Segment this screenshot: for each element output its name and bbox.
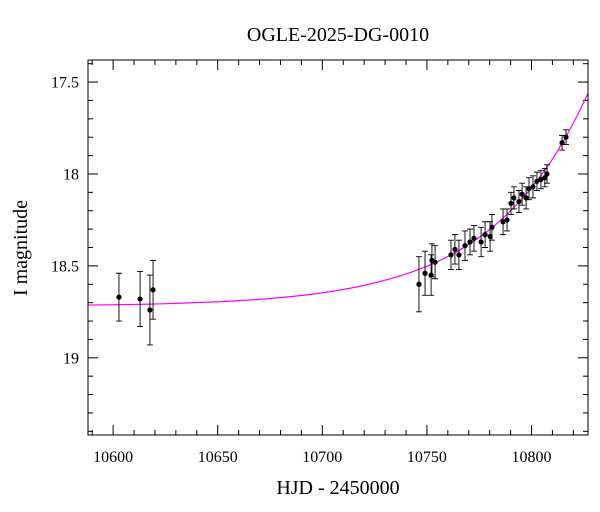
x-tick-label: 10600	[93, 449, 133, 466]
data-point	[500, 219, 506, 225]
y-tick-label: 18	[63, 166, 79, 183]
data-point	[508, 200, 514, 206]
data-point	[416, 281, 422, 287]
y-axis-label: I magnitude	[10, 200, 32, 296]
data-point	[116, 294, 122, 300]
data-point	[422, 270, 428, 276]
x-tick-label: 10700	[302, 449, 342, 466]
data-point	[452, 246, 458, 252]
data-point	[563, 134, 569, 140]
data-point	[150, 287, 156, 293]
axis-ticks	[88, 60, 588, 435]
model-curve	[88, 92, 588, 306]
y-tick-label: 19	[63, 350, 79, 367]
data-point	[487, 233, 493, 240]
observations-layer	[115, 129, 570, 346]
y-tick-label: 18.5	[51, 258, 79, 275]
data-point	[534, 178, 540, 184]
x-axis-label: HJD - 2450000	[276, 477, 399, 499]
data-point	[456, 252, 462, 258]
data-point	[519, 191, 525, 197]
data-point	[538, 176, 544, 183]
y-tick-label: 17.5	[51, 75, 79, 92]
data-point	[516, 198, 522, 205]
data-point	[544, 171, 550, 177]
data-point	[489, 224, 495, 230]
x-tick-label: 10650	[198, 449, 238, 466]
data-point	[530, 184, 536, 190]
data-point	[432, 259, 438, 265]
plot-frame	[87, 59, 589, 436]
data-point	[147, 307, 153, 313]
data-point	[478, 239, 484, 245]
x-tick-label: 10750	[407, 449, 447, 466]
data-point	[526, 186, 532, 192]
tick-labels: 10600 10650 10700 10750 10800 17.5 18 18.5 19	[51, 75, 552, 466]
data-point	[448, 252, 454, 258]
data-point	[504, 217, 510, 223]
data-point	[523, 195, 529, 201]
data-point	[482, 232, 488, 238]
data-point	[462, 243, 468, 249]
data-point	[511, 195, 517, 201]
data-point	[471, 235, 477, 241]
chart-title: OGLE-2025-DG-0010	[247, 24, 429, 46]
data-point	[428, 272, 434, 278]
data-point	[137, 296, 143, 302]
x-tick-label: 10800	[512, 449, 552, 466]
model-layer	[88, 92, 588, 306]
data-point	[559, 140, 565, 146]
data-point	[467, 239, 473, 245]
